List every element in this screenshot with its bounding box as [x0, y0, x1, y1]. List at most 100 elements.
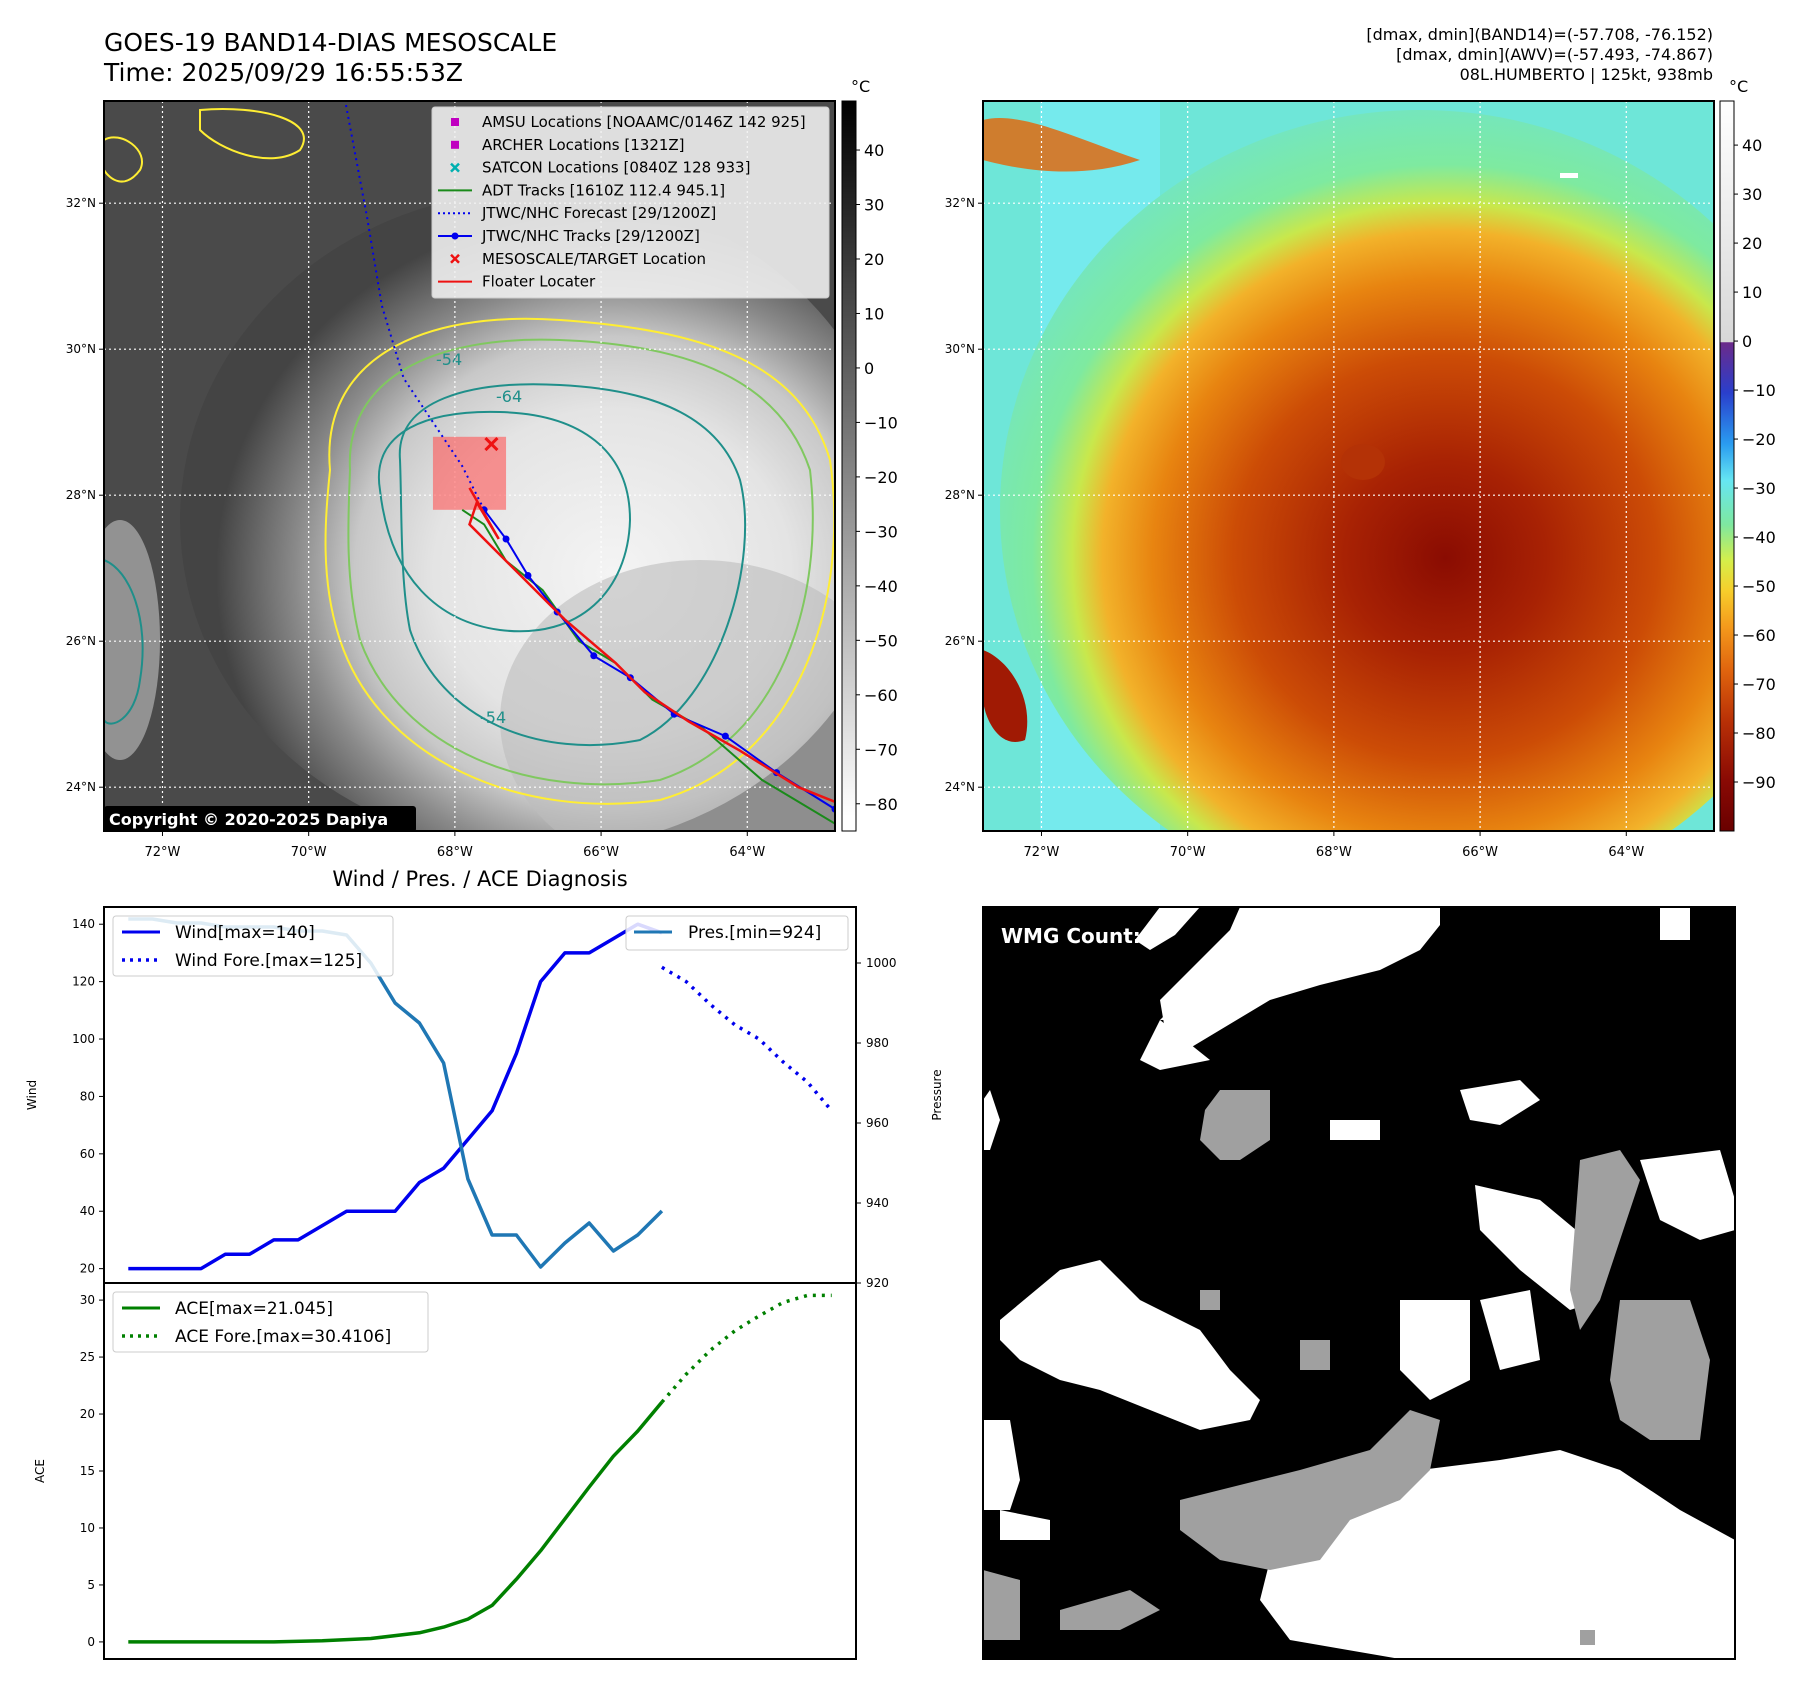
y-tick-label: 20: [80, 1407, 95, 1421]
wmg-region: [1475, 1185, 1600, 1310]
copyright-text: Copyright © 2020-2025 Dapiya: [109, 810, 388, 829]
colorbar-tick-label: −30: [864, 522, 898, 541]
contour-label-3: -54: [480, 708, 506, 727]
awv-gridlines: [983, 101, 1714, 831]
wmg-region: [1160, 907, 1440, 1060]
lat-tick-label: 30°N: [66, 342, 96, 356]
best-track-point: [590, 652, 598, 660]
colorbar-tick-label: −10: [1742, 381, 1776, 400]
ir-colorbar: [841, 100, 857, 832]
ir-colorbar-ticks: 40 30 20 10 0 −10 −20 −30 −40 −50 −60 −70 −80: [856, 141, 898, 814]
info-awv: [dmax, dmin](AWV)=(-57.493, -74.867): [1396, 45, 1713, 64]
colorbar-tick-label: −20: [1742, 430, 1776, 449]
legend-marker: [450, 162, 460, 173]
legend-marker: [451, 118, 459, 126]
y2-tick-label: 940: [866, 1196, 889, 1210]
ace-legend-box: [112, 1291, 429, 1353]
y2-tick-label: 1000: [866, 956, 897, 970]
wmg-region: [1460, 1080, 1540, 1125]
wmg-region: [1660, 907, 1690, 940]
copyright-box: [104, 806, 416, 832]
wmg-region: [1570, 1150, 1640, 1330]
colorbar-tick-label: −60: [864, 686, 898, 705]
ir-colorbar-unit: °C: [851, 77, 870, 96]
lat-tick-label: 24°N: [66, 780, 96, 794]
diagnosis-title: Wind / Pres. / ACE Diagnosis: [332, 867, 627, 891]
colorbar-tick-label: −90: [1742, 773, 1776, 792]
colorbar-tick-label: −40: [1742, 528, 1776, 547]
wmg-region: [1160, 1005, 1190, 1020]
wmg-region: [1610, 1300, 1710, 1440]
colorbar-tick-label: −50: [1742, 577, 1776, 596]
wmg-region: [1000, 1260, 1260, 1430]
wmg-region: [1140, 1020, 1210, 1070]
ace-series: [128, 1293, 832, 1644]
wind-fore-legend-label: Wind Fore.[max=125]: [175, 951, 362, 971]
colorbar-tick-label: −20: [864, 468, 898, 487]
wmg-region: [1200, 1290, 1220, 1310]
best-track-point: [721, 732, 729, 740]
contour-yellow: [324, 317, 835, 805]
y-tick-label: 120: [72, 975, 95, 989]
wmg-region: [983, 1090, 1000, 1150]
contour-label-2: -64: [496, 387, 522, 406]
series-line: [128, 1400, 664, 1644]
wmg-region: [1135, 907, 1200, 950]
wmg-region: [1640, 1150, 1735, 1240]
pres-legend-label: Pres.[min=924]: [688, 923, 821, 943]
y-tick-label: 20: [80, 1262, 95, 1276]
ir-tracks: [344, 101, 835, 825]
contour-inner: [377, 410, 632, 633]
wind-chart: Wind / Pres. / ACE Diagnosis 20 40 60 80 100…: [25, 867, 944, 1290]
legend-label: MESOSCALE/TARGET Location: [482, 250, 706, 268]
contour-top-yellow: [104, 108, 305, 183]
info-storm: 08L.HUMBERTO | 125kt, 938mb: [1460, 65, 1713, 84]
wmg-panel: WMG Count: 0: [982, 906, 1736, 1660]
ir-cloud-left: [104, 520, 160, 760]
ace-ylabel: ACE: [33, 1459, 47, 1483]
colorbar-tick-label: 10: [864, 304, 884, 323]
lat-tick-label: 32°N: [945, 196, 975, 210]
lon-tick-label: 64°W: [1608, 845, 1644, 860]
best-track-point: [502, 535, 510, 543]
lat-tick-label: 26°N: [66, 634, 96, 648]
wmg-count: WMG Count: 0: [1001, 924, 1162, 948]
figure-time: Time: 2025/09/29 16:55:53Z: [103, 58, 463, 87]
y2-tick-label: 960: [866, 1116, 889, 1130]
legend-label: JTWC/NHC Tracks [29/1200Z]: [481, 227, 700, 245]
lon-tick-label: 70°W: [1170, 845, 1206, 860]
colorbar-tick-label: 40: [864, 141, 884, 160]
pres-legend-box: [625, 915, 849, 951]
awv-colorbar: [1719, 100, 1735, 832]
colorbar-tick-label: −70: [864, 740, 898, 759]
legend-label: Floater Locater: [482, 273, 596, 291]
wind-ylabel: Wind: [25, 1080, 39, 1110]
colorbar-tick-label: −70: [1742, 675, 1776, 694]
contour-label-1: -54: [436, 350, 462, 369]
y-tick-label: 5: [87, 1578, 95, 1592]
wmg-region: [983, 1570, 1020, 1640]
y2-tick-label: 980: [866, 1036, 889, 1050]
legend-label: SATCON Locations [0840Z 128 933]: [482, 159, 750, 177]
wmg-region: [1200, 1090, 1270, 1160]
pres-legend: Pres.[min=924]: [625, 915, 849, 951]
lat-tick-label: 32°N: [66, 196, 96, 210]
legend-label: ADT Tracks [1610Z 112.4 945.1]: [482, 181, 725, 199]
awv-colorbar-ticks: 40 30 20 10 0 −10 −20 −30 −40 −50 −60 −70 −80 −90: [1734, 136, 1776, 792]
y-tick-label: 15: [80, 1464, 95, 1478]
contour-green: [347, 338, 814, 786]
wind-legend-box: [112, 915, 394, 977]
lon-tick-label: 66°W: [1462, 845, 1498, 860]
y-tick-label: 60: [80, 1147, 95, 1161]
contour-teal: [398, 383, 747, 747]
awv-frame: [982, 100, 1715, 832]
ir-cloud-outer: [500, 560, 835, 831]
contour-left-patch: [104, 558, 144, 725]
colorbar-tick-label: −40: [864, 577, 898, 596]
awv-panel: 72°W 70°W 68°W 66°W 64°W 32°N 30°N 28°N 26°N 24°N…: [945, 77, 1776, 860]
awv-axis-labels: 72°W 70°W 68°W 66°W 64°W 32°N 30°N 28°N 26°N 24°N: [945, 196, 1645, 860]
lon-tick-label: 66°W: [583, 845, 619, 860]
wmg-region: [1060, 1590, 1160, 1630]
wmg-region: [1180, 1410, 1440, 1570]
